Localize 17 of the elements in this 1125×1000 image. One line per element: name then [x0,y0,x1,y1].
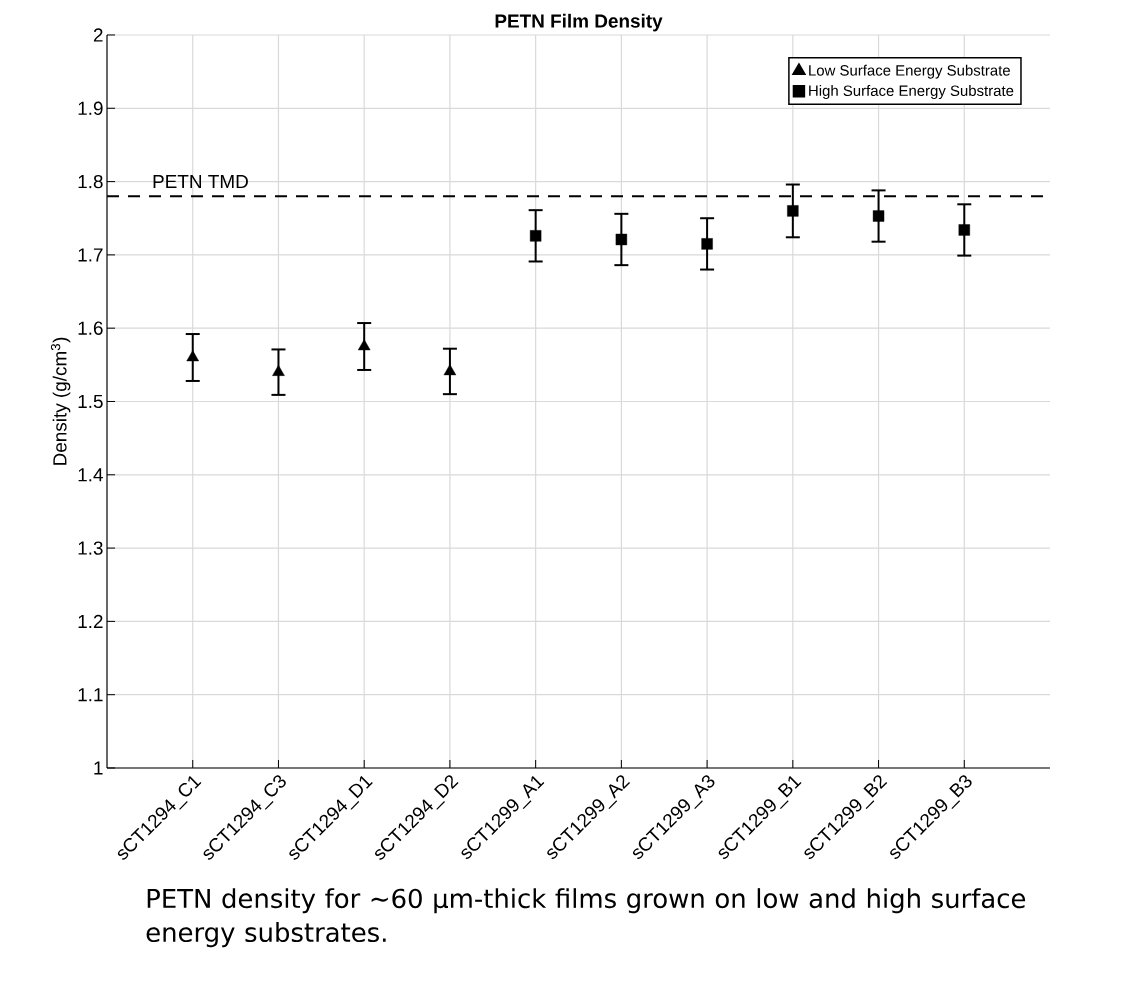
legend-label: Low Surface Energy Substrate [809,64,1010,79]
y-tick-label: 1.9 [78,101,103,115]
chart-title: PETN Film Density [495,13,663,32]
y-tick-label: 1.5 [78,394,103,409]
y-tick-label: 1.3 [78,541,103,555]
text: PETN density for ~60 µm-thick films grown on low and high surface energy substrates. [146,888,1026,948]
y-tick-label: 1.1 [78,688,103,702]
y-tick-label: 1.2 [78,614,103,628]
y-tick-label: 1.8 [78,174,103,189]
y-axis-title: Density (g/cm$^{3}$) [50,337,71,465]
y-tick-label: 1.6 [78,321,103,335]
ref-line-label: PETN TMD [153,175,248,189]
y-tick-label: 2 [93,28,103,42]
y-tick-label: 1.7 [78,248,103,262]
legend-label: High Surface Energy Substrate [809,85,1014,99]
y-tick-label: 1 [94,761,103,775]
y-tick-label: 1.4 [78,468,103,482]
